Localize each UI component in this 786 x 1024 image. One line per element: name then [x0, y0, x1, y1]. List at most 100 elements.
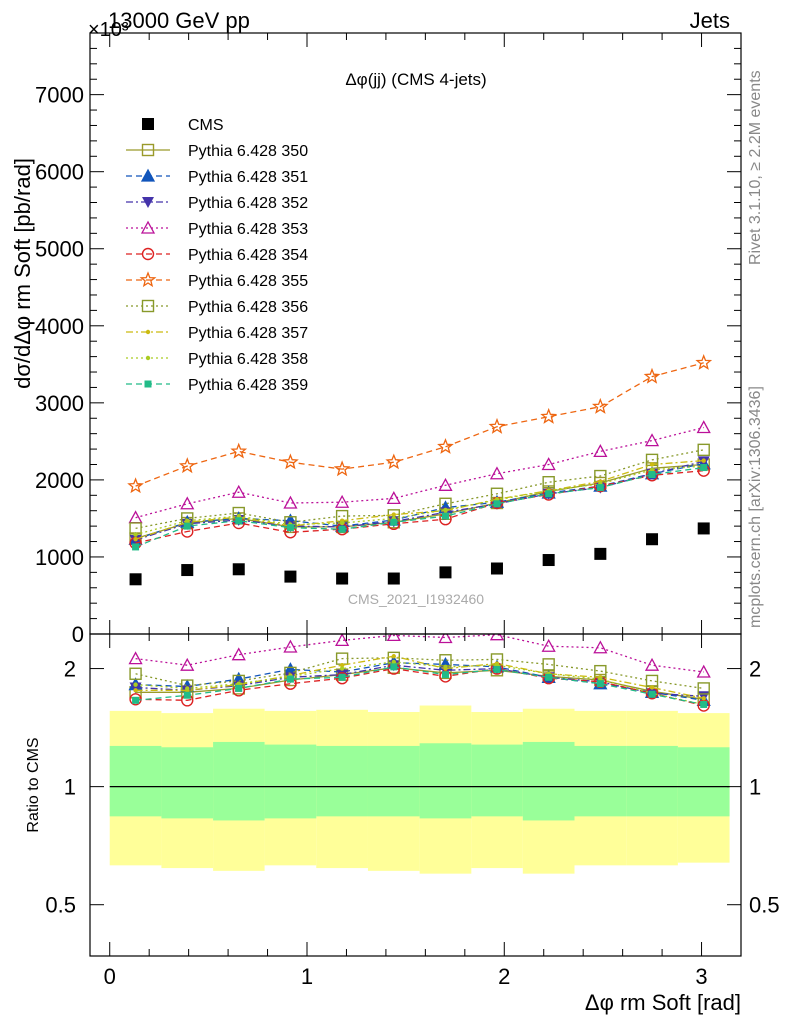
ratio-point — [129, 667, 142, 680]
data-point — [701, 458, 706, 463]
data-point — [180, 496, 195, 510]
uncertainty-band-green — [471, 744, 523, 817]
data-point — [339, 520, 345, 526]
series-line-2 — [135, 460, 704, 541]
data-point — [488, 417, 506, 434]
data-point — [437, 438, 454, 454]
ratio-point — [232, 603, 245, 616]
ratio-series-group — [128, 584, 711, 712]
legend-label: Pythia 6.428 350 — [188, 143, 308, 160]
ratio-point — [648, 690, 656, 698]
ratio-point — [441, 671, 449, 679]
y-axis-title: dσ/dΔφ rm Soft [pb/rad] — [10, 158, 35, 389]
ratio-point — [596, 680, 604, 688]
ratio-point — [133, 682, 138, 687]
series-line-7 — [135, 459, 704, 540]
x-tick-label: 1 — [301, 964, 313, 989]
data-point — [333, 460, 351, 477]
data-point — [700, 464, 708, 472]
ratio-point — [649, 685, 655, 690]
analysis-title: Δφ(jj) (CMS 4-jets) — [345, 70, 486, 89]
ratio-point — [490, 584, 503, 597]
data-point — [235, 517, 243, 525]
uncertainty-band-green — [677, 747, 730, 817]
cms-data-point — [284, 570, 297, 583]
cms-data-point — [129, 573, 142, 586]
ratio-point — [541, 638, 556, 652]
ratio-point — [386, 634, 401, 642]
data-point — [335, 494, 350, 508]
energy-label: 13000 GeV pp — [108, 8, 250, 33]
data-point — [127, 477, 144, 494]
ratio-point — [644, 657, 660, 671]
data-point — [282, 453, 299, 470]
ratio-point — [443, 664, 448, 670]
ratio-line-2 — [135, 664, 704, 697]
uncertainty-band-green — [109, 745, 162, 817]
ratio-line-6 — [135, 657, 704, 690]
series-line-8 — [135, 465, 704, 536]
ratio-point — [185, 686, 190, 691]
data-point — [133, 537, 138, 542]
data-point — [286, 524, 294, 532]
ratio-line-9 — [135, 666, 704, 706]
ratio-point — [133, 688, 138, 693]
ratio-point — [700, 700, 708, 708]
data-point — [695, 353, 713, 370]
data-point — [697, 443, 710, 457]
legend-marker — [141, 247, 155, 261]
data-point — [390, 518, 398, 526]
ratio-point — [180, 657, 195, 671]
data-point — [236, 513, 241, 519]
legend-marker — [141, 299, 155, 313]
axis-labels: 0 1000 2000 3000 4000 5000 6000 7000 0 1 2 3 0.5 0.5 1… — [10, 32, 780, 1015]
data-point — [643, 367, 661, 384]
data-point — [545, 490, 553, 498]
legend-marker — [140, 168, 156, 182]
x-tick-label: 3 — [695, 964, 707, 989]
ratio-point — [132, 696, 140, 704]
ratio-y-tick-label: 0.5 — [45, 893, 76, 918]
data-point — [542, 476, 555, 489]
legend-label: Pythia 6.428 359 — [188, 377, 308, 394]
ratio-point — [697, 619, 710, 632]
ratio-point — [339, 666, 345, 671]
ratio-line-4 — [135, 667, 704, 707]
legend-label: Pythia 6.428 357 — [188, 325, 308, 342]
uncertainty-band-green — [264, 744, 317, 819]
cms-data-point — [232, 563, 245, 576]
data-point — [230, 442, 248, 459]
cms-data-point — [439, 566, 452, 579]
ratio-y-tick-label-right: 0.5 — [749, 893, 780, 918]
x-axis-title: Δφ rm Soft [rad] — [585, 990, 741, 1015]
x-tick-label: 0 — [104, 964, 116, 989]
data-point — [649, 467, 655, 473]
uncertainty-band-green — [522, 741, 575, 821]
ratio-point — [129, 682, 142, 694]
series-line-3 — [135, 426, 704, 519]
legend-marker — [142, 118, 154, 130]
data-point — [132, 543, 140, 551]
legend-marker — [144, 380, 152, 388]
ratio-point — [236, 681, 241, 686]
ratio-point — [335, 634, 350, 647]
uncertainty-band-green — [367, 745, 420, 817]
data-point — [596, 484, 604, 492]
ratio-point — [542, 596, 555, 609]
data-point — [644, 433, 660, 447]
y-tick-label: 4000 — [35, 314, 84, 339]
process-label: Jets — [690, 8, 730, 33]
data-point — [283, 495, 298, 509]
ratio-point — [439, 670, 452, 683]
ratio-line-3 — [135, 634, 704, 673]
y-tick-label: 3000 — [35, 391, 84, 416]
ratio-y-tick-label-right: 1 — [749, 775, 761, 800]
legend-label: Pythia 6.428 358 — [188, 351, 308, 368]
legend-marker — [145, 355, 151, 361]
ratio-frame — [89, 633, 742, 957]
ratio-point — [701, 696, 706, 701]
legend: CMS Pythia 6.428 350 Pythia 6.428 351 Pythi… — [126, 117, 308, 394]
legend-label: Pythia 6.428 355 — [188, 273, 308, 290]
series-line-5 — [135, 362, 704, 487]
